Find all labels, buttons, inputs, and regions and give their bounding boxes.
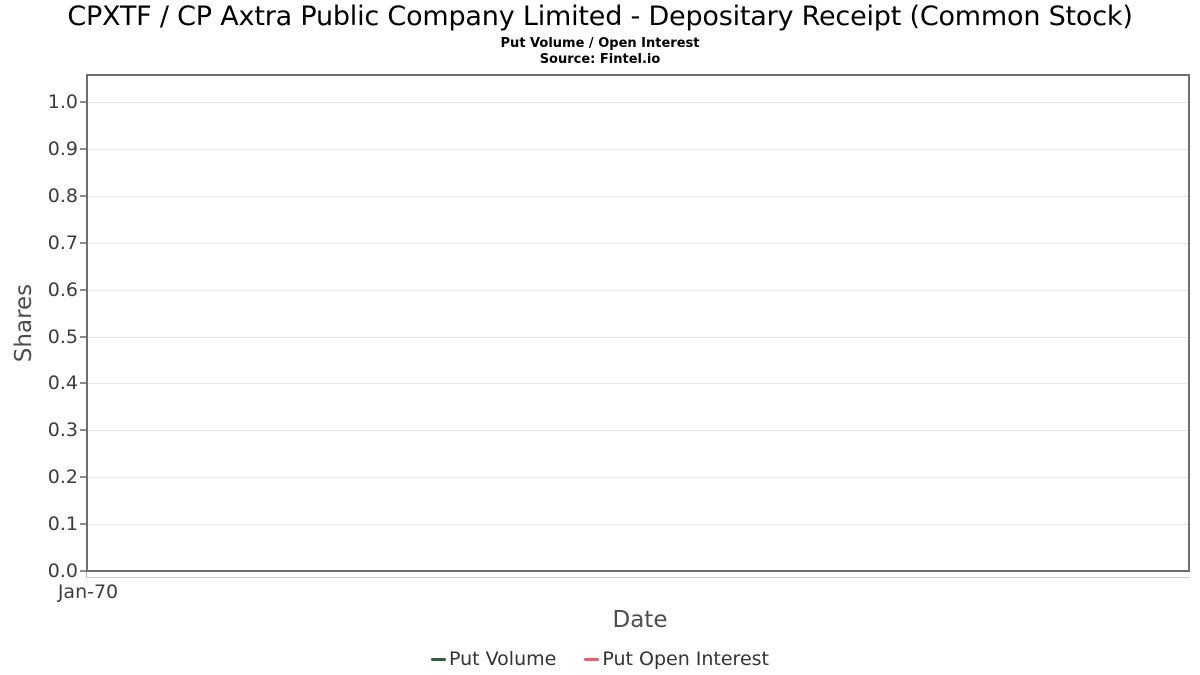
y-tick-mark bbox=[80, 476, 86, 479]
gridline bbox=[88, 477, 1188, 479]
x-axis-title: Date bbox=[612, 607, 668, 633]
y-tick-label: 0.2 bbox=[47, 466, 78, 489]
legend: Put Volume Put Open Interest bbox=[0, 645, 1200, 673]
plot-area bbox=[86, 74, 1190, 572]
y-tick-mark bbox=[80, 147, 86, 150]
y-tick-mark bbox=[80, 241, 86, 244]
gridline bbox=[88, 242, 1188, 244]
y-tick-label: 0.9 bbox=[47, 137, 78, 160]
gridline bbox=[88, 289, 1188, 291]
legend-series-label: Put Open Interest bbox=[602, 648, 769, 670]
gridline bbox=[88, 195, 1188, 197]
chart-source-note: Source: Fintel.io bbox=[539, 52, 661, 67]
y-tick-mark bbox=[80, 288, 86, 291]
y-tick-label: 0.6 bbox=[47, 278, 78, 301]
x-tick-label: Jan-70 bbox=[57, 581, 119, 603]
gridline bbox=[88, 430, 1188, 432]
y-tick-label: 0.8 bbox=[47, 184, 78, 207]
legend-item-put-open-interest[interactable]: Put Open Interest bbox=[584, 648, 769, 670]
y-tick-mark bbox=[80, 523, 86, 526]
legend-series-dash-icon bbox=[584, 657, 600, 661]
gridline bbox=[88, 524, 1188, 526]
legend-item-put-volume[interactable]: Put Volume bbox=[431, 648, 556, 670]
y-tick-mark bbox=[80, 429, 86, 432]
gridline bbox=[88, 102, 1188, 103]
y-tick-label: 0.7 bbox=[47, 231, 78, 254]
y-tick-label: 0.1 bbox=[47, 513, 78, 536]
y-tick-mark bbox=[80, 335, 86, 338]
x-axis-line bbox=[86, 577, 1190, 578]
legend-series-label: Put Volume bbox=[449, 648, 557, 670]
legend-series-dash-icon bbox=[431, 657, 446, 661]
chart-title: CPXTF / CP Axtra Public Company Limited … bbox=[67, 1, 1133, 32]
y-tick-label: 1.0 bbox=[47, 91, 78, 113]
gridline bbox=[88, 336, 1188, 338]
y-tick-label: 0.5 bbox=[47, 325, 78, 348]
y-tick-mark bbox=[80, 570, 86, 572]
chart-subtitle: Put Volume / Open Interest bbox=[500, 36, 700, 51]
y-tick-label: 0.4 bbox=[47, 372, 78, 395]
y-tick-label: 0.3 bbox=[47, 419, 78, 442]
gridline bbox=[88, 148, 1188, 150]
y-axis-title: Shares bbox=[11, 283, 37, 363]
x-tick-mark bbox=[86, 572, 87, 577]
y-tick-label: 0.0 bbox=[47, 560, 78, 582]
gridline bbox=[88, 383, 1188, 385]
y-tick-mark bbox=[80, 382, 86, 385]
y-tick-mark bbox=[80, 101, 86, 103]
y-tick-mark bbox=[80, 194, 86, 197]
